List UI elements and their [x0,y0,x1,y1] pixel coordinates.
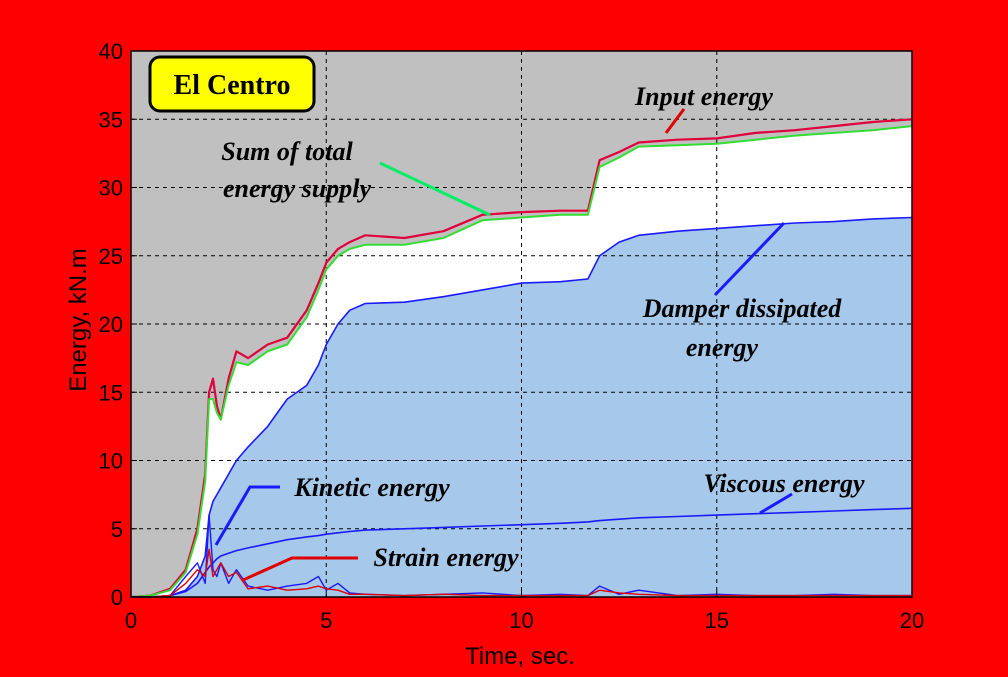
title-box: El Centro [148,55,316,113]
y-tick-label: 0 [111,585,123,610]
x-tick-label: 0 [125,608,137,633]
y-tick-label: 5 [111,517,123,542]
input-energy-line [130,118,913,599]
annotation-arrow [759,492,793,515]
annotation-label: Viscous energy [703,469,865,498]
x-tick-label: 5 [320,608,332,633]
strain-line [131,548,912,598]
x-tick-label: 10 [509,608,533,633]
y-axis-label: Energy, kN.m [65,248,92,392]
annotation-label: Strain energy [373,543,519,572]
total-supply-line [130,125,913,598]
annotation-label: Input energy [634,82,773,111]
y-tick-label: 15 [99,380,123,405]
y-tick-label: 40 [99,39,123,64]
y-tick-label: 35 [99,107,123,132]
annotation-arrow [713,221,786,297]
y-tick-label: 20 [99,312,123,337]
annotation-label: Damper dissipated [642,294,843,323]
y-tick-label: 30 [99,176,123,201]
y-tick-label: 10 [99,449,123,474]
title-box-frame [148,55,316,113]
annotation-arrow [664,108,686,134]
y-tick-label: 25 [99,244,123,269]
x-tick-label: 15 [705,608,729,633]
chart-title: El Centro [174,70,291,101]
annotation-label: energy supply [223,174,372,203]
annotation-arrow [242,556,358,582]
annotation-label: Kinetic energy [293,473,450,502]
annotation-label: Sum of total [221,137,353,166]
annotation-arrow [379,161,491,217]
x-axis-label: Time, sec. [465,643,575,670]
x-tick-label: 20 [900,608,924,633]
annotation-arrow [214,485,280,546]
viscous-line [131,507,913,598]
annotation-label: energy [686,333,759,362]
